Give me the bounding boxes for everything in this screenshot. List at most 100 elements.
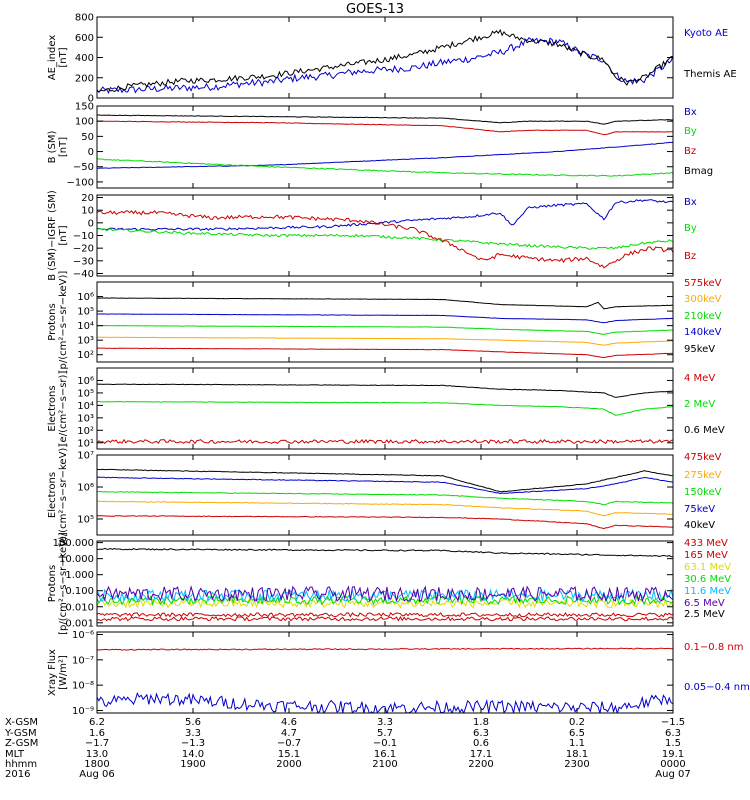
legend-entry: 75keV bbox=[684, 504, 715, 515]
legend-entry: Bz bbox=[684, 251, 696, 262]
y-tick-label: 50 bbox=[81, 132, 94, 143]
series-4-5 bbox=[97, 297, 673, 310]
panel-3: −40 −30−20 −10 010 20 B (SM)−IGRF (SM) [nT] Bx B… bbox=[47, 190, 697, 281]
ephemeris-value: 2300 bbox=[564, 759, 589, 770]
panel-frame bbox=[96, 281, 674, 363]
series-8-1 bbox=[97, 647, 673, 651]
series-4-4 bbox=[97, 313, 673, 324]
y-tick-label: −10 bbox=[73, 231, 94, 242]
y-tick-label: 10.000 bbox=[59, 554, 94, 565]
series-4-3 bbox=[97, 324, 673, 336]
series-7-7 bbox=[97, 547, 673, 558]
ephemeris-value: 1.6 bbox=[89, 728, 105, 739]
y-tick-label: 10 bbox=[81, 206, 94, 217]
ephemeris-value: 2200 bbox=[468, 759, 493, 770]
ephemeris-value: 15.1 bbox=[278, 749, 300, 760]
y-tick-label: 10⁶ bbox=[77, 483, 94, 494]
y-tick-label: 0.010 bbox=[65, 602, 94, 613]
series-6-2 bbox=[97, 500, 673, 517]
y-tick-label: 0 bbox=[88, 218, 94, 229]
y-axis-label: [nT] bbox=[58, 47, 69, 67]
y-tick-label: 10¹ bbox=[77, 438, 94, 449]
ephemeris-value: 0000 bbox=[660, 759, 685, 770]
y-axis-label: Xray Flux bbox=[47, 649, 58, 696]
y-tick-label: 10⁻⁸ bbox=[72, 681, 94, 692]
legend-entry: 4 MeV bbox=[684, 373, 715, 384]
ephemeris-value: 0.2 bbox=[569, 717, 585, 728]
series-4-1 bbox=[97, 347, 673, 359]
series-3-2 bbox=[97, 228, 673, 250]
y-axis-label: [e/(cm²−s−sr)] bbox=[58, 371, 69, 447]
series-1-2 bbox=[97, 28, 673, 93]
y-tick-label: 10⁵ bbox=[77, 515, 94, 526]
ephemeris-value: 6.5 bbox=[569, 728, 585, 739]
legend-entry: 6.5 MeV bbox=[684, 598, 725, 609]
series-2-3 bbox=[97, 120, 673, 136]
series-5-1 bbox=[97, 438, 673, 445]
ephemeris-value: 14.0 bbox=[182, 749, 204, 760]
panel-6: 10⁵ 10⁶ 10⁷ Electrons [e/(cm²−s−sr−keV)] 475k… bbox=[47, 444, 722, 547]
legend-entry: 210keV bbox=[684, 311, 722, 322]
series-2-2 bbox=[97, 158, 673, 177]
y-tick-label: 1.000 bbox=[65, 570, 94, 581]
y-tick-label: −100 bbox=[67, 177, 94, 188]
legend-entry: 30.6 MeV bbox=[684, 574, 731, 585]
y-tick-label: −50 bbox=[73, 162, 94, 173]
y-tick-label: 0.001 bbox=[65, 618, 94, 629]
ephemeris-value: 3.3 bbox=[185, 728, 201, 739]
y-tick-label: 10⁵ bbox=[77, 307, 94, 318]
y-axis-label: B (SM) bbox=[47, 130, 58, 163]
y-axis-label: [nT] bbox=[58, 137, 69, 157]
y-axis-label: Electrons bbox=[47, 385, 58, 431]
series-6-5 bbox=[97, 468, 673, 493]
panel-frame bbox=[96, 631, 674, 714]
legend-entry: Kyoto AE bbox=[684, 28, 728, 39]
ephemeris-value: 1800 bbox=[84, 759, 109, 770]
ephemeris-value: 13.0 bbox=[86, 749, 108, 760]
legend-entry: 40keV bbox=[684, 520, 715, 531]
ephemeris-row-label: Z-GSM bbox=[5, 738, 38, 749]
y-tick-label: 0.100 bbox=[65, 586, 94, 597]
legend-entry: 575keV bbox=[684, 278, 722, 289]
legend-entry: By bbox=[684, 223, 697, 234]
ephemeris-value: −1.3 bbox=[181, 738, 205, 749]
ephemeris-value: 2000 bbox=[276, 759, 301, 770]
legend-entry: 475keV bbox=[684, 452, 722, 463]
ephemeris-value: 5.6 bbox=[185, 717, 201, 728]
series-3-1 bbox=[97, 199, 673, 231]
panel-4: 10² 10³ 10⁴ 10⁵ 10⁶ Protons [p/(cm²−s−sr−keV)]… bbox=[47, 271, 722, 374]
series-7-6 bbox=[97, 584, 673, 603]
series-7-1 bbox=[97, 615, 673, 622]
y-tick-label: 0 bbox=[88, 94, 94, 105]
y-tick-label: −40 bbox=[73, 269, 94, 280]
series-1-1 bbox=[97, 36, 673, 95]
legend-entry: 63.1 MeV bbox=[684, 562, 731, 573]
series-5-2 bbox=[97, 400, 673, 416]
legend-entry: 165 MeV bbox=[684, 550, 728, 561]
ephemeris-value: 5.7 bbox=[377, 728, 393, 739]
legend-entry: 2 MeV bbox=[684, 399, 715, 410]
y-tick-label: 600 bbox=[75, 33, 94, 44]
y-tick-label: 150 bbox=[75, 102, 94, 113]
ephemeris-value: Aug 06 bbox=[79, 769, 114, 780]
y-axis-label: Electrons bbox=[47, 472, 58, 518]
y-tick-label: 800 bbox=[75, 13, 94, 24]
legend-entry: 2.5 MeV bbox=[684, 609, 725, 620]
y-tick-label: 200 bbox=[75, 73, 94, 84]
panel-frame bbox=[96, 194, 674, 277]
y-tick-label: 10⁴ bbox=[77, 401, 94, 412]
y-tick-label: 100 bbox=[75, 117, 94, 128]
y-tick-label: 10² bbox=[77, 426, 94, 437]
legend-entry: 11.6 MeV bbox=[684, 586, 731, 597]
y-tick-label: 10⁶ bbox=[77, 376, 94, 387]
y-tick-label: 10⁻⁷ bbox=[72, 655, 94, 666]
legend-entry: Bmag bbox=[684, 166, 713, 177]
series-4-2 bbox=[97, 336, 673, 346]
series-6-4 bbox=[97, 476, 673, 495]
y-axis-label: [p/(cm²−s−sr−keV)] bbox=[58, 532, 69, 635]
chart-title: GOES-13 bbox=[345, 2, 404, 17]
ephemeris-value: 6.3 bbox=[665, 728, 681, 739]
ephemeris-row-label: MLT bbox=[5, 749, 25, 760]
